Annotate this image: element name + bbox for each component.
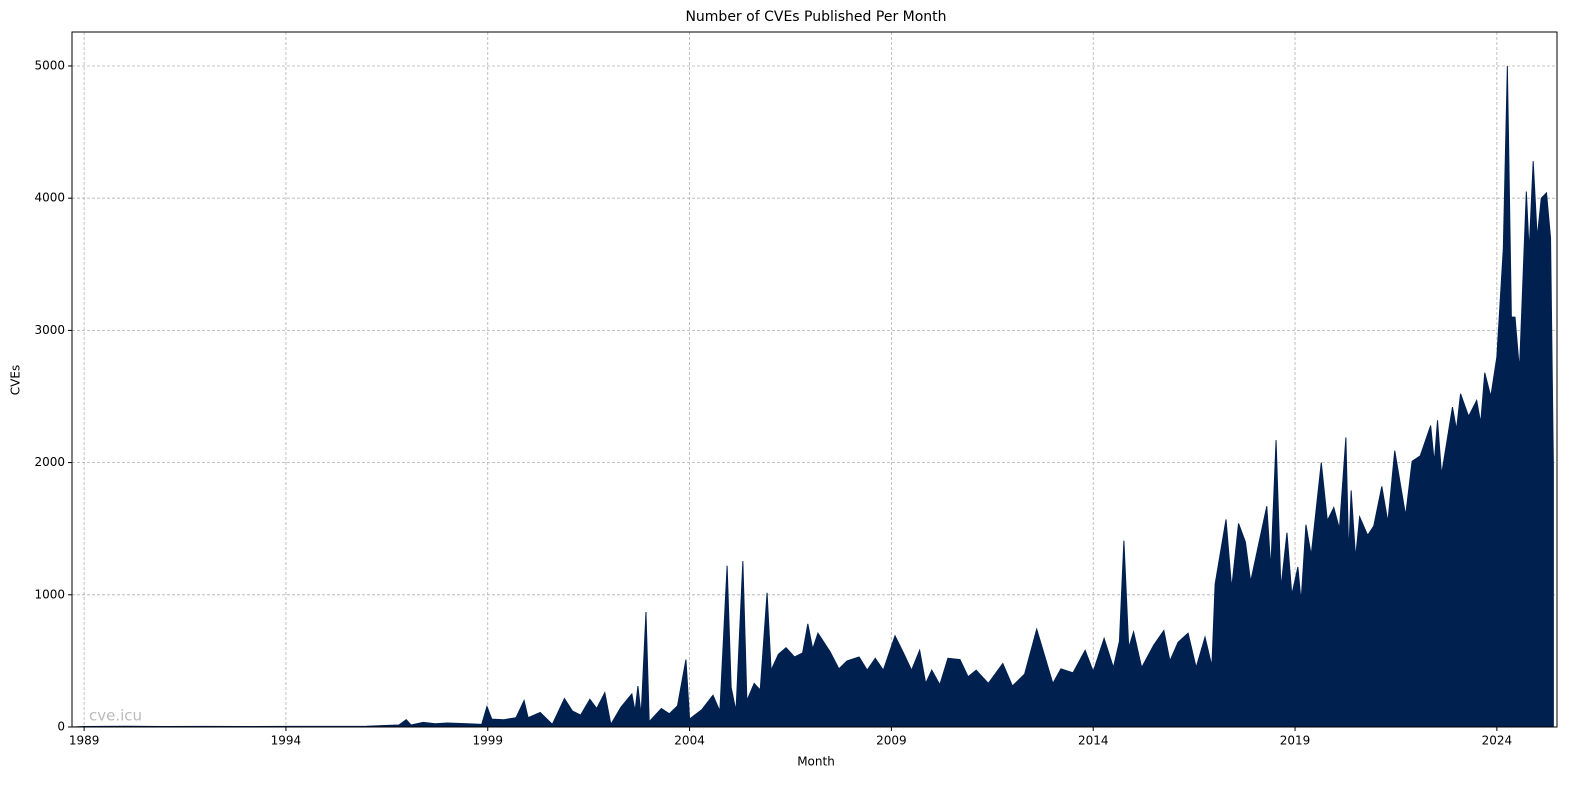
y-tick-label: 1000	[34, 587, 65, 601]
y-tick-label: 3000	[34, 323, 65, 337]
y-tick-label: 2000	[34, 455, 65, 469]
x-axis-label: Month	[797, 755, 835, 769]
plot-frame	[71, 31, 1558, 728]
y-tick-label: 5000	[34, 58, 65, 72]
y-tick-label: 4000	[34, 191, 65, 205]
x-tick-label: 1999	[472, 734, 503, 748]
x-tick-label: 2019	[1280, 734, 1311, 748]
y-axis-label: CVEs	[9, 365, 23, 395]
x-tick-label: 1989	[69, 734, 100, 748]
x-tick-label: 2009	[876, 734, 907, 748]
area	[71, 65, 1554, 728]
chart-title: Number of CVEs Published Per Month	[685, 9, 946, 25]
x-tick-label: 2004	[674, 734, 705, 748]
x-tick-label: 2024	[1482, 734, 1513, 748]
watermark: cve.icu	[89, 707, 142, 725]
x-tick-label: 1994	[271, 734, 302, 748]
y-tick-label: 0	[57, 720, 65, 734]
x-tick-label: 2014	[1078, 734, 1109, 748]
